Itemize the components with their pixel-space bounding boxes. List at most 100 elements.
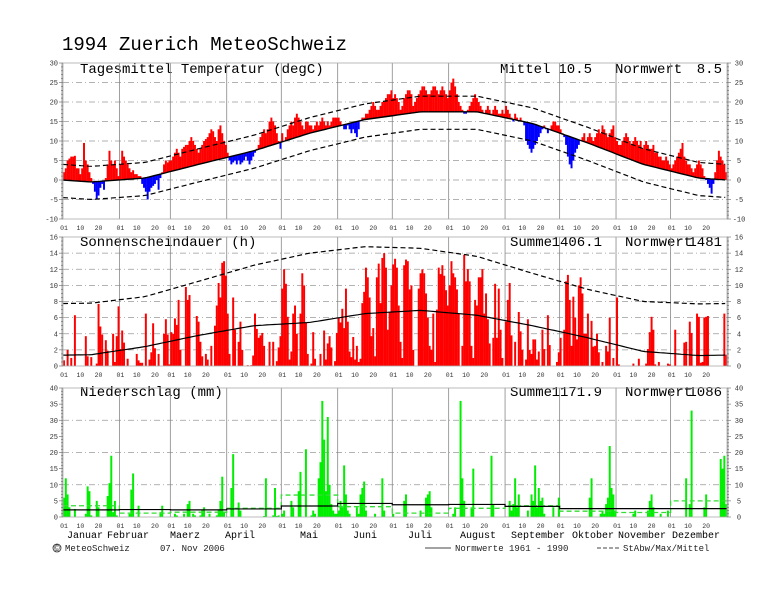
temp-bar-below: [146, 177, 149, 200]
day-tick-label: 20: [648, 523, 656, 530]
temp-bar-above: [210, 129, 213, 162]
temp-bar-above: [555, 125, 558, 133]
temp-bar-above: [470, 102, 473, 112]
precip-bar: [512, 504, 515, 517]
temp-bar-above: [492, 109, 495, 116]
precip-bar: [88, 491, 91, 517]
sunshine-bar: [546, 315, 549, 366]
sunshine-bar: [517, 311, 520, 366]
temp-bar-above: [339, 121, 342, 126]
temp-bar-above: [632, 141, 635, 161]
sunshine-bar: [399, 341, 402, 366]
y-tick-label-left: 20: [50, 100, 58, 108]
day-tick-label: 10: [406, 372, 414, 379]
precip-bar: [326, 417, 329, 517]
precip-bar: [215, 515, 218, 517]
temp-bar-below: [143, 178, 146, 188]
temp-bar-below: [534, 124, 537, 145]
temp-bar-above: [657, 156, 660, 169]
sunshine-bar: [95, 363, 98, 366]
temp-bar-above: [495, 109, 498, 116]
month-label: Februar: [107, 530, 149, 542]
precip-bar: [341, 507, 344, 517]
temp-bar-above: [266, 129, 269, 147]
temp-bar-above: [73, 155, 76, 181]
sunshine-bar: [228, 353, 231, 366]
temp-bar-above: [179, 156, 182, 170]
sunshine-bar: [137, 360, 140, 366]
precip-norm-value: 1086: [688, 385, 722, 401]
temp-bar-above: [401, 105, 404, 115]
temp-bar-above: [421, 86, 424, 112]
sunshine-bar: [383, 253, 386, 366]
sunshine-bar: [286, 316, 289, 366]
sunshine-bar: [435, 309, 438, 366]
precip-bar: [721, 468, 724, 517]
sunshine-bar: [426, 317, 429, 366]
sunshine-bar: [210, 345, 213, 366]
sunshine-bar: [197, 321, 200, 366]
sunshine-bar: [348, 351, 351, 366]
temp-bar-above: [479, 105, 482, 113]
sunshine-bar: [690, 332, 693, 366]
temp-bar-above: [499, 113, 502, 117]
sunshine-bar: [341, 308, 344, 366]
y-tick-label-right: 20: [735, 100, 743, 108]
sunshine-bar: [497, 288, 500, 366]
temp-bar-above: [661, 160, 664, 170]
temp-bar-above: [75, 168, 78, 181]
precip-bar: [68, 507, 71, 517]
temp-bar-above: [124, 160, 127, 180]
day-tick-label: 01: [224, 372, 232, 379]
sunshine-bar: [301, 273, 304, 366]
sunshine-bar: [375, 277, 378, 366]
sun-norm-value: 1481: [688, 235, 722, 251]
sunshine-bar: [123, 342, 126, 366]
temp-bar-above: [659, 156, 662, 169]
temp-bar-above: [310, 125, 313, 133]
sunshine-bar: [472, 357, 475, 366]
sunshine-bar: [486, 319, 489, 366]
temp-bar-above: [554, 121, 557, 132]
sunshine-bar: [261, 332, 264, 366]
temp-bar-below: [352, 122, 355, 130]
precip-bar: [614, 510, 617, 517]
month-label: Januar: [67, 531, 103, 542]
sunshine-bar: [579, 277, 582, 366]
sunshine-bar: [213, 325, 216, 366]
temp-bar-above: [104, 178, 107, 181]
temp-bar-above: [543, 125, 546, 128]
temp-bar-above: [181, 148, 184, 169]
temp-bar-above: [175, 148, 178, 170]
precip-bar: [725, 504, 728, 517]
sunshine-bar: [583, 333, 586, 366]
temp-bar-above: [274, 125, 276, 145]
day-tick-label: 01: [335, 372, 343, 379]
y-tick-label-right: 40: [735, 386, 743, 394]
sunshine-bar: [417, 288, 420, 366]
sunshine-bar: [263, 345, 266, 366]
day-tick-label: 20: [424, 372, 432, 379]
temp-bar-above: [475, 98, 478, 112]
sunshine-bar: [481, 269, 484, 366]
temp-bar-above: [64, 168, 67, 181]
temp-bar-above: [226, 152, 229, 158]
y-tick-label-left: 40: [50, 386, 58, 394]
temp-bar-above: [88, 172, 91, 182]
day-tick-label: 01: [613, 523, 621, 530]
precip-bar: [330, 504, 333, 517]
sunshine-bar: [696, 313, 699, 366]
precip-bar: [323, 439, 326, 517]
sunshine-bar: [232, 297, 235, 366]
temp-bar-above: [497, 113, 500, 117]
temp-bar-below: [546, 128, 549, 134]
y-tick-label-right: 35: [735, 402, 743, 410]
temp-bar-above: [596, 133, 598, 147]
temp-bar-below: [541, 126, 544, 130]
day-tick-label: 10: [295, 523, 303, 530]
sunshine-bar: [646, 349, 649, 366]
y-tick-label-left: 16: [50, 235, 58, 243]
precip-bar: [299, 471, 302, 517]
sunshine-bar: [339, 322, 342, 366]
precip-bar: [355, 507, 358, 517]
